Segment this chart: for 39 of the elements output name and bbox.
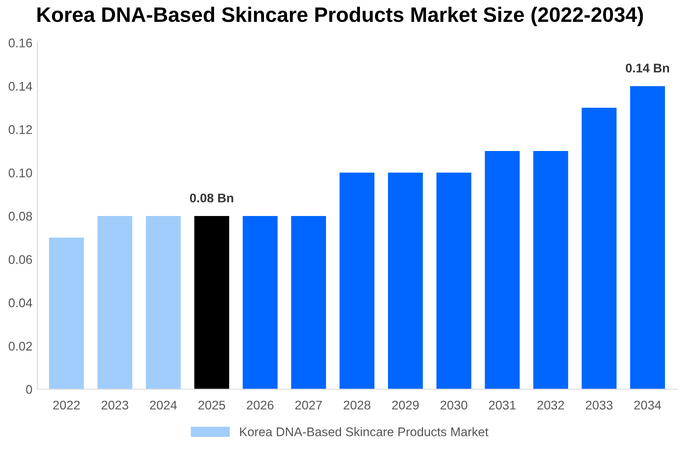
x-tick-label: 2025 <box>198 400 226 410</box>
bar <box>630 86 665 390</box>
bar <box>533 151 568 390</box>
y-tick-label: 0.06 <box>8 255 32 264</box>
x-tick-label: 2031 <box>489 400 516 410</box>
x-tick-label: 2032 <box>537 400 564 410</box>
y-tick-label: 0 <box>26 385 32 394</box>
x-tick-label: 2026 <box>246 400 274 410</box>
x-tick-label: 2023 <box>102 400 128 410</box>
y-tick-label: 0.08 <box>8 212 32 221</box>
x-tick-label: 2027 <box>295 400 322 410</box>
y-tick-label: 0.10 <box>8 168 32 178</box>
bar <box>484 151 520 390</box>
x-tick-label: 2030 <box>440 400 468 410</box>
x-tick-label: 2024 <box>150 400 177 410</box>
y-tick-label: 0.12 <box>8 125 32 134</box>
data-label: 0.14 Bn <box>626 64 670 72</box>
legend-label: Korea DNA-Based Skincare Products Market <box>240 427 488 436</box>
x-tick-label: 2028 <box>344 400 370 410</box>
x-tick-label: 2033 <box>586 400 612 410</box>
chart-title: Korea DNA-Based Skincare Products Market Size (2022-2034) <box>37 6 643 26</box>
x-tick-label: 2022 <box>53 400 80 410</box>
bar <box>291 216 326 390</box>
y-tick-label: 0.14 <box>8 82 32 91</box>
bar <box>242 216 278 390</box>
bar <box>340 172 374 390</box>
x-tick-label: 2034 <box>634 400 662 410</box>
bar <box>436 172 472 390</box>
bar <box>388 172 423 390</box>
bar <box>146 216 181 390</box>
y-tick-label: 0.02 <box>8 342 32 351</box>
x-tick-label: 2029 <box>392 400 419 410</box>
bar <box>582 108 617 390</box>
bar <box>194 216 230 390</box>
bar <box>49 238 84 390</box>
data-label: 0.08 Bn <box>190 194 234 202</box>
y-tick-label: 0.04 <box>8 298 32 308</box>
y-tick-label: 0.16 <box>8 38 32 48</box>
bar <box>97 216 132 390</box>
